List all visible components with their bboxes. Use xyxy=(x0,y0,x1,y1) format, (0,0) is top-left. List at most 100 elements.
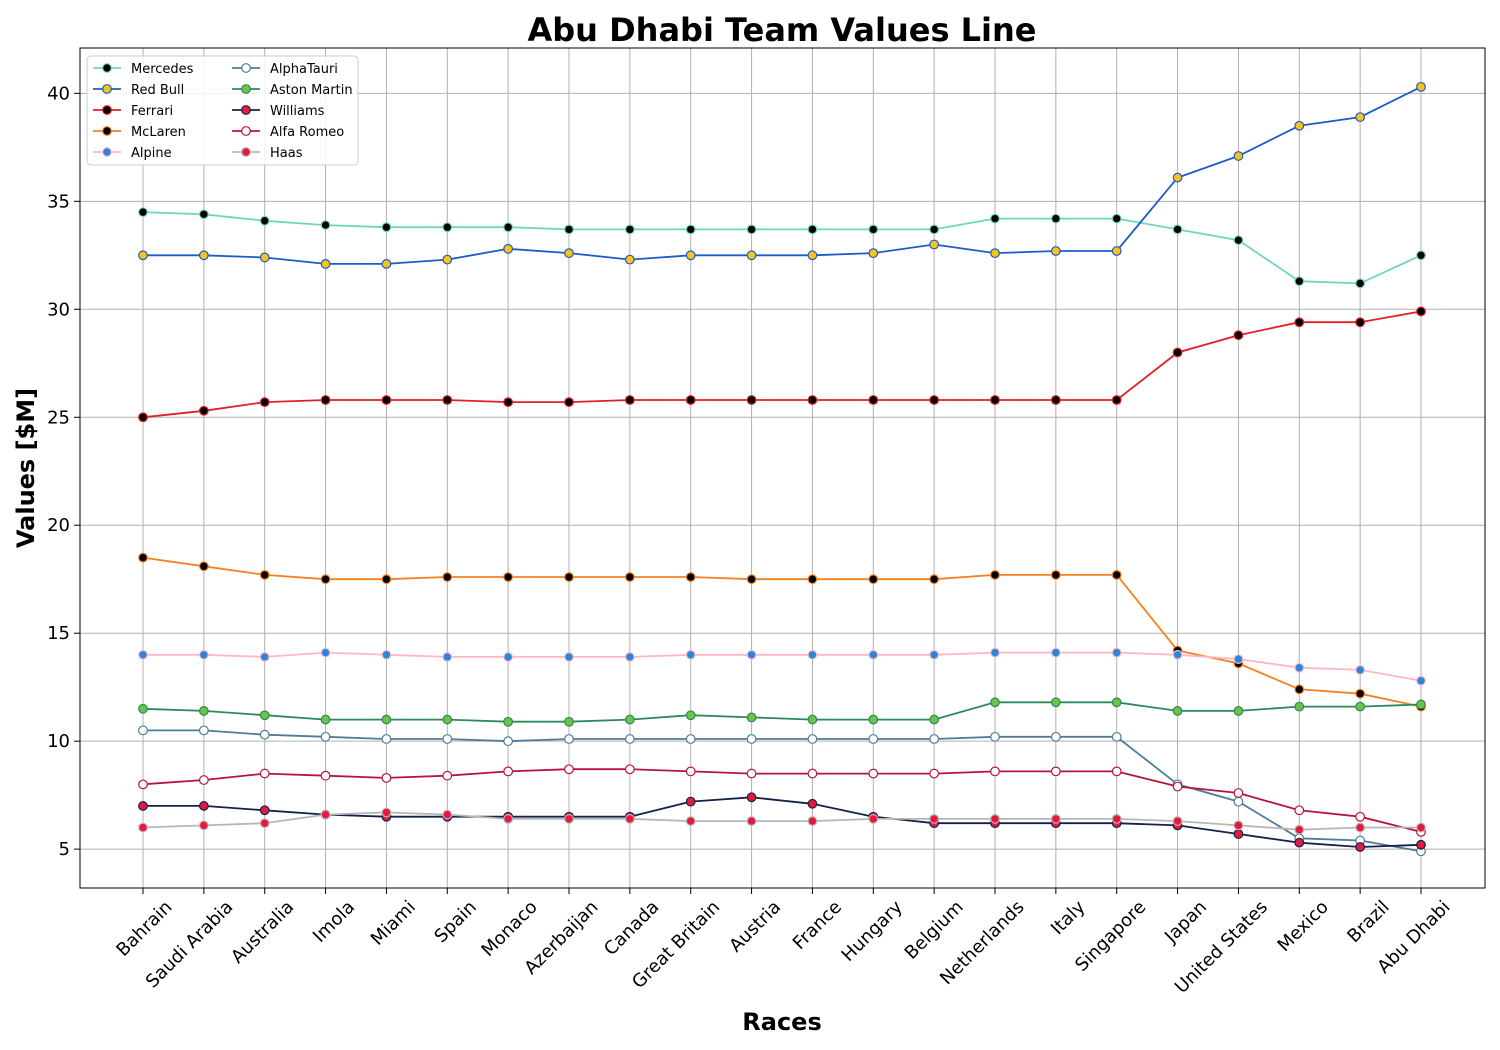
data-point xyxy=(1294,805,1305,816)
series-mercedes xyxy=(138,207,1426,289)
data-point xyxy=(1355,842,1366,852)
data-point xyxy=(685,395,696,405)
data-point xyxy=(1233,151,1244,161)
data-point xyxy=(1233,820,1244,831)
data-point xyxy=(138,801,148,811)
data-point xyxy=(1050,813,1061,824)
data-point xyxy=(198,209,209,220)
data-point xyxy=(1294,701,1305,712)
series-aston-martin xyxy=(138,697,1426,727)
data-point xyxy=(807,649,818,660)
series-ferrari xyxy=(138,306,1426,423)
data-point xyxy=(138,412,148,423)
data-point xyxy=(1416,699,1426,710)
data-point xyxy=(259,805,270,816)
data-point xyxy=(1294,276,1305,287)
data-point xyxy=(381,222,392,233)
data-point xyxy=(259,215,270,226)
series-line xyxy=(142,556,1422,708)
data-point xyxy=(138,250,148,261)
data-point xyxy=(868,714,879,725)
data-point xyxy=(990,647,1000,658)
data-point xyxy=(1172,816,1183,826)
data-point xyxy=(990,569,1000,580)
data-point xyxy=(929,395,940,405)
data-point xyxy=(503,222,514,233)
data-point xyxy=(929,813,940,824)
data-point xyxy=(320,647,331,658)
data-point xyxy=(1355,665,1366,675)
data-point xyxy=(320,220,331,230)
legend-label: Alpine xyxy=(131,146,172,161)
legend-marker xyxy=(241,84,251,94)
data-point xyxy=(320,714,331,725)
data-point xyxy=(1233,829,1244,839)
data-point xyxy=(503,652,514,662)
data-point xyxy=(138,703,148,714)
data-point xyxy=(442,714,453,725)
data-point xyxy=(685,250,696,261)
y-tick-label: 35 xyxy=(47,191,70,212)
series-line xyxy=(143,651,1422,682)
series-line xyxy=(142,768,1422,833)
x-tick-label: Australia xyxy=(227,897,298,968)
data-point xyxy=(259,652,270,662)
y-tick-label: 20 xyxy=(47,515,70,536)
legend: Mercedes Red Bull Ferrari McLaren Alpine Alph… xyxy=(86,55,359,166)
data-point xyxy=(624,572,635,582)
data-point xyxy=(1111,766,1122,777)
data-point xyxy=(198,706,209,716)
data-point xyxy=(1111,246,1122,256)
y-tick-label: 5 xyxy=(59,839,70,860)
plot-frame xyxy=(79,47,1486,889)
data-point xyxy=(503,397,514,408)
data-point xyxy=(685,734,696,744)
data-point xyxy=(320,574,331,585)
x-tick-label: Austria xyxy=(725,897,785,957)
series-haas xyxy=(138,807,1426,835)
data-point xyxy=(259,818,270,829)
data-point xyxy=(1111,213,1122,224)
series-williams xyxy=(138,792,1426,852)
legend-item: Haas xyxy=(232,146,303,161)
data-point xyxy=(1416,250,1426,261)
data-point xyxy=(685,766,696,777)
data-point xyxy=(685,796,696,807)
data-point xyxy=(198,775,209,785)
legend-marker xyxy=(241,63,251,73)
series-line xyxy=(143,729,1422,853)
data-point xyxy=(929,224,940,235)
data-point xyxy=(990,248,1000,259)
legend-marker xyxy=(102,126,112,136)
data-point xyxy=(564,248,574,259)
data-point xyxy=(138,725,148,736)
data-point xyxy=(503,736,514,747)
data-point xyxy=(990,766,1000,777)
data-point xyxy=(746,768,757,779)
data-point xyxy=(503,243,514,254)
data-point xyxy=(138,207,148,218)
data-point xyxy=(807,816,818,826)
data-point xyxy=(624,714,635,725)
data-point xyxy=(1416,81,1426,92)
series-line xyxy=(142,811,1421,831)
data-point xyxy=(198,649,209,660)
data-point xyxy=(1355,112,1366,123)
data-point xyxy=(1416,675,1426,686)
legend-item: Alpine xyxy=(93,146,172,161)
data-point xyxy=(259,569,270,580)
y-tick-label: 15 xyxy=(47,623,70,644)
series-line xyxy=(143,86,1422,265)
data-point xyxy=(1355,822,1366,833)
data-point xyxy=(1172,781,1183,792)
data-point xyxy=(1355,701,1366,712)
series-mclaren xyxy=(138,552,1426,712)
x-tick-label: Spain xyxy=(430,897,480,947)
legend-marker xyxy=(241,105,251,115)
data-point xyxy=(1233,235,1244,246)
data-point xyxy=(1416,839,1426,850)
legend-marker xyxy=(241,126,251,136)
data-point xyxy=(868,224,879,235)
data-point xyxy=(320,809,331,820)
data-point xyxy=(1111,813,1122,824)
